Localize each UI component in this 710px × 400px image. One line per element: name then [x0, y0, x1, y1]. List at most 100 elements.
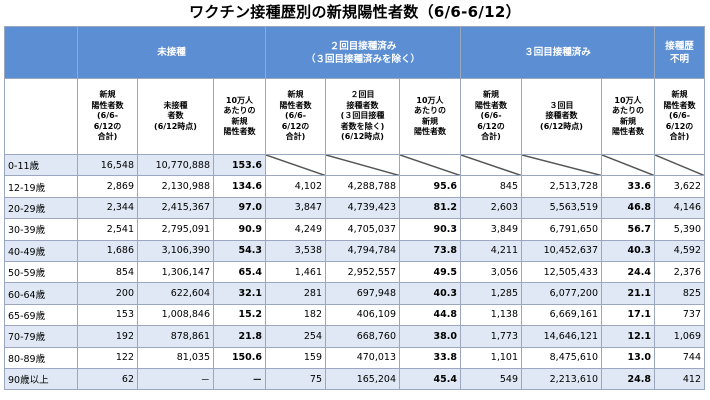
rate-cell: 38.0 — [399, 325, 461, 348]
count-cell: 737 — [654, 303, 705, 327]
age-group-cell: 20-29歳 — [4, 196, 78, 220]
rate-cell: 21.1 — [601, 282, 655, 305]
not-applicable-cell — [521, 153, 602, 177]
rate-cell: 21.8 — [213, 325, 266, 348]
count-cell: 2,869 — [77, 175, 138, 198]
count-cell: 1,306,147 — [137, 260, 214, 284]
age-group-cell: 80-89歳 — [4, 346, 78, 369]
table-row: 12-19歳 2,869 2,130,988 134.6 4,102 4,288,788 9… — [4, 175, 705, 198]
count-cell: 153 — [77, 303, 138, 327]
table-row: 20-29歳 2,344 2,415,367 97.0 3,847 4,739,423 81… — [4, 196, 705, 220]
count-cell: 697,948 — [325, 282, 400, 305]
count-cell: 62 — [77, 367, 138, 391]
rate-cell: 40.3 — [399, 282, 461, 305]
count-cell: － — [137, 367, 214, 391]
sub-header-cell: 新規 陽性者数 (6/6- 6/12の 合計) — [77, 78, 138, 155]
rate-cell: 97.0 — [213, 196, 266, 220]
table-row: 30-39歳 2,541 2,795,091 90.9 4,249 4,705,037 90… — [4, 218, 705, 241]
group-unvaccinated: 未接種 — [77, 26, 266, 79]
table-row: 65-69歳 153 1,008,846 15.2 182 406,109 44.8 1,13… — [4, 303, 705, 327]
sub-header-cell: ３回目 接種者数 (6/12時点) — [521, 78, 602, 155]
count-cell: 4,249 — [265, 218, 326, 241]
count-cell: 281 — [265, 282, 326, 305]
count-cell: 200 — [77, 282, 138, 305]
rate-cell: 150.6 — [213, 346, 266, 369]
count-cell: 2,376 — [654, 260, 705, 284]
table-row: 0-11歳 16,548 10,770,888 153.6 — [4, 153, 705, 177]
rate-cell: 33.6 — [601, 175, 655, 198]
rate-cell: 56.7 — [601, 218, 655, 241]
rate-cell: － — [213, 367, 266, 391]
sub-header-cell: ２回目 接種者数 (３回目接種 者数を除く) (6/12時点) — [325, 78, 400, 155]
rate-cell: 49.5 — [399, 260, 461, 284]
count-cell: 3,106,390 — [137, 239, 214, 262]
age-group-cell: 70-79歳 — [4, 325, 78, 348]
sub-header-cell: 新規 陽性者数 (6/6- 6/12の 合計) — [265, 78, 326, 155]
count-cell: 4,211 — [460, 239, 522, 262]
rate-cell: 13.0 — [601, 346, 655, 369]
rate-cell: 24.4 — [601, 260, 655, 284]
rate-cell: 65.4 — [213, 260, 266, 284]
rate-cell: 134.6 — [213, 175, 266, 198]
sub-header-cell: 10万人 あたりの 新規 陽性者数 — [213, 78, 266, 155]
sub-header-cell: 10万人 あたりの 新規 陽性者数 — [399, 78, 461, 155]
diagonal-slash-icon — [522, 155, 601, 175]
count-cell: 2,513,728 — [521, 175, 602, 198]
diagonal-slash-icon — [266, 155, 325, 175]
count-cell: 406,109 — [325, 303, 400, 327]
sub-header-cell: 新規 陽性者数 (6/6- 6/12の 合計) — [654, 78, 705, 155]
count-cell: 6,669,161 — [521, 303, 602, 327]
count-cell: 744 — [654, 346, 705, 369]
count-cell: 159 — [265, 346, 326, 369]
count-cell: 3,847 — [265, 196, 326, 220]
count-cell: 2,415,367 — [137, 196, 214, 220]
age-group-cell: 50-59歳 — [4, 260, 78, 284]
rate-cell: 45.4 — [399, 367, 461, 391]
count-cell: 3,056 — [460, 260, 522, 284]
count-cell: 6,077,200 — [521, 282, 602, 305]
count-cell: 845 — [460, 175, 522, 198]
rate-cell: 17.1 — [601, 303, 655, 327]
count-cell: 16,548 — [77, 153, 138, 177]
count-cell: 81,035 — [137, 346, 214, 369]
rate-cell: 33.8 — [399, 346, 461, 369]
count-cell: 470,013 — [325, 346, 400, 369]
rate-cell: 12.1 — [601, 325, 655, 348]
rate-cell: 54.3 — [213, 239, 266, 262]
age-group-cell: 40-49歳 — [4, 239, 78, 262]
count-cell: 4,288,788 — [325, 175, 400, 198]
count-cell: 5,563,519 — [521, 196, 602, 220]
rate-cell: 46.8 — [601, 196, 655, 220]
count-cell: 1,461 — [265, 260, 326, 284]
rate-cell: 90.9 — [213, 218, 266, 241]
page-title: ワクチン接種歴別の新規陽性者数（6/6-6/12） — [189, 3, 521, 21]
age-header-cell — [4, 78, 78, 155]
table-row: 60-64歳 200 622,604 32.1 281 697,948 40.3 1,285 6… — [4, 282, 705, 305]
count-cell: 412 — [654, 367, 705, 391]
group-header-row: 未接種 ２回目接種済み （３回目接種済みを除く） ３回目接種済み 接種歴 不明 — [4, 26, 705, 79]
count-cell: 2,130,988 — [137, 175, 214, 198]
diagonal-slash-icon — [326, 155, 399, 175]
group-unknown: 接種歴 不明 — [654, 26, 705, 79]
count-cell: 1,686 — [77, 239, 138, 262]
group-two-dose: ２回目接種済み （３回目接種済みを除く） — [265, 26, 461, 79]
rate-cell: 90.3 — [399, 218, 461, 241]
count-cell: 2,795,091 — [137, 218, 214, 241]
diagonal-slash-icon — [655, 155, 704, 175]
rate-cell: 95.6 — [399, 175, 461, 198]
not-applicable-cell — [265, 153, 326, 177]
count-cell: 3,849 — [460, 218, 522, 241]
count-cell: 10,770,888 — [137, 153, 214, 177]
count-cell: 4,794,784 — [325, 239, 400, 262]
corner-cell — [4, 26, 78, 79]
count-cell: 10,452,637 — [521, 239, 602, 262]
table-row: 70-79歳 192 878,861 21.8 254 668,760 38.0 1,773 1… — [4, 325, 705, 348]
age-group-cell: 12-19歳 — [4, 175, 78, 198]
count-cell: 1,138 — [460, 303, 522, 327]
age-group-cell: 30-39歳 — [4, 218, 78, 241]
count-cell: 5,390 — [654, 218, 705, 241]
rate-cell: 40.3 — [601, 239, 655, 262]
rate-cell: 81.2 — [399, 196, 461, 220]
table-row: 80-89歳 122 81,035 150.6 159 470,013 33.8 1,101 8… — [4, 346, 705, 369]
rate-cell: 15.2 — [213, 303, 266, 327]
